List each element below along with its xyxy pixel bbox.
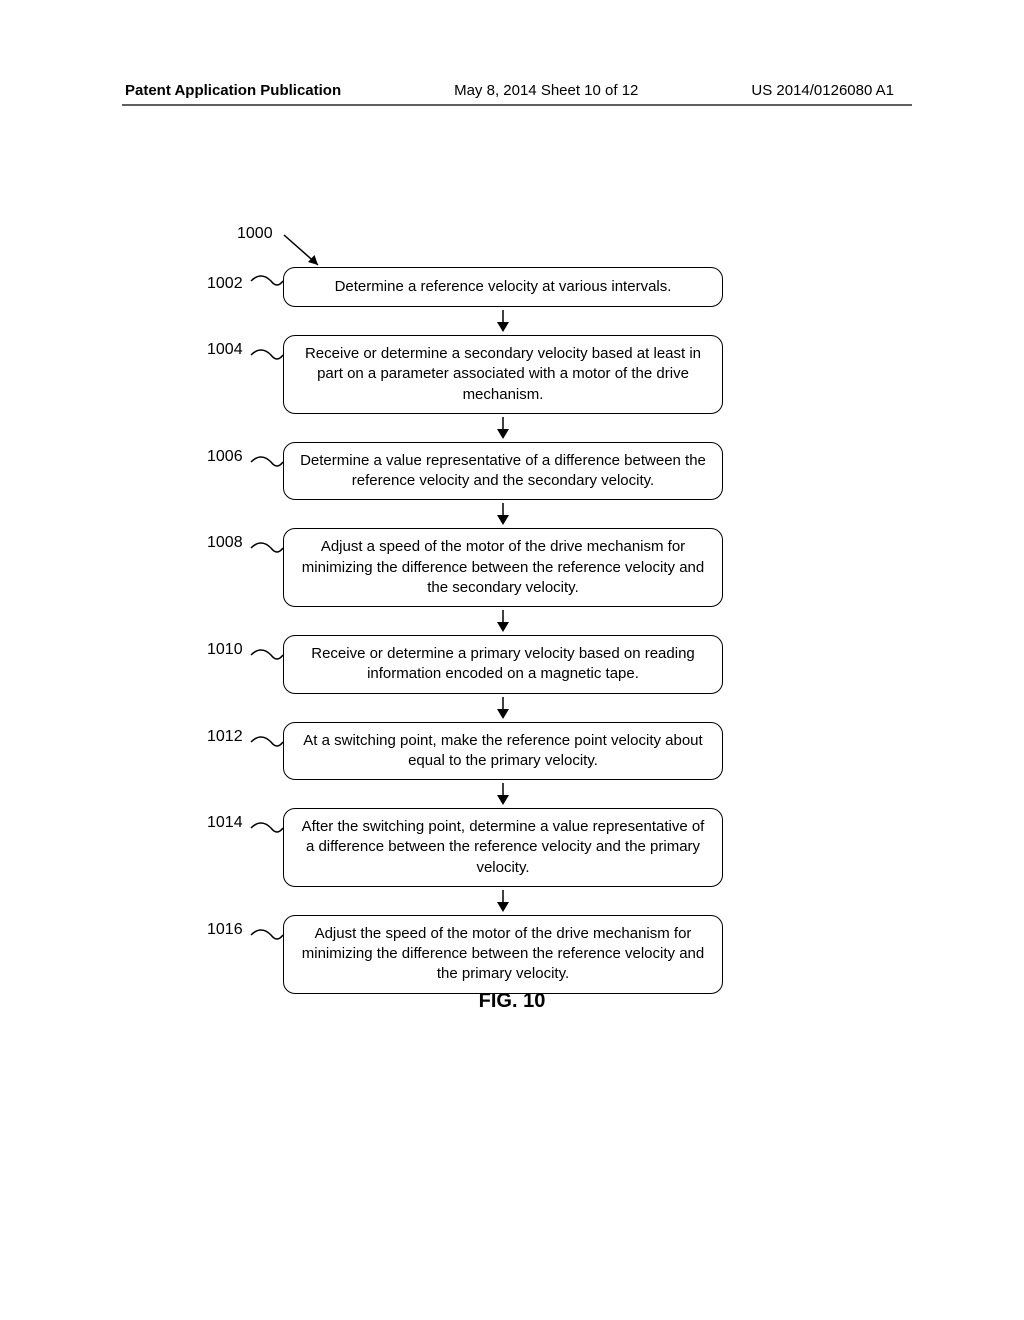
label-connector-icon — [249, 540, 285, 564]
step-label: 1016 — [207, 921, 243, 939]
arrow-down-icon — [283, 887, 723, 915]
step-label: 1010 — [207, 641, 243, 659]
figure-label: FIG. 10 — [0, 990, 1024, 1013]
header-center: May 8, 2014 Sheet 10 of 12 — [341, 82, 751, 99]
flowchart-box: Receive or determine a secondary velocit… — [283, 335, 723, 414]
step-label: 1008 — [207, 534, 243, 552]
arrow-down-icon — [283, 607, 723, 635]
flowchart-step: 1004Receive or determine a secondary vel… — [283, 335, 723, 414]
flowchart-step: 1002Determine a reference velocity at va… — [283, 267, 723, 307]
flowchart-box: Receive or determine a primary velocity … — [283, 635, 723, 694]
header-right: US 2014/0126080 A1 — [751, 82, 894, 99]
arrow-down-icon — [283, 307, 723, 335]
arrow-down-icon — [283, 500, 723, 528]
label-connector-icon — [249, 734, 285, 758]
flowchart-box: Determine a value representative of a di… — [283, 442, 723, 501]
flowchart-step: 1016Adjust the speed of the motor of the… — [283, 915, 723, 994]
label-connector-icon — [249, 347, 285, 371]
step-label: 1004 — [207, 341, 243, 359]
flowchart-step: 1006Determine a value representative of … — [283, 442, 723, 501]
flowchart-steps: 1002Determine a reference velocity at va… — [283, 267, 723, 994]
patent-header: Patent Application Publication May 8, 20… — [0, 82, 1024, 99]
header-left: Patent Application Publication — [125, 82, 341, 99]
arrow-down-icon — [283, 780, 723, 808]
arrow-down-icon — [283, 694, 723, 722]
flowchart-step: 1008Adjust a speed of the motor of the d… — [283, 528, 723, 607]
step-label: 1014 — [207, 814, 243, 832]
step-label: 1002 — [207, 275, 243, 293]
step-label: 1006 — [207, 448, 243, 466]
flowchart-ref-label: 1000 — [237, 225, 273, 243]
flowchart-step: 1014After the switching point, determine… — [283, 808, 723, 887]
flowchart-step: 1012At a switching point, make the refer… — [283, 722, 723, 781]
flowchart-box: After the switching point, determine a v… — [283, 808, 723, 887]
flowchart-step: 1010Receive or determine a primary veloc… — [283, 635, 723, 694]
flowchart-box: At a switching point, make the reference… — [283, 722, 723, 781]
step-label: 1012 — [207, 728, 243, 746]
flowchart-box: Determine a reference velocity at variou… — [283, 267, 723, 307]
flowchart-box: Adjust a speed of the motor of the drive… — [283, 528, 723, 607]
label-connector-icon — [249, 820, 285, 844]
flowchart-box: Adjust the speed of the motor of the dri… — [283, 915, 723, 994]
arrow-down-icon — [283, 414, 723, 442]
label-connector-icon — [249, 454, 285, 478]
label-connector-icon — [249, 927, 285, 951]
label-connector-icon — [249, 273, 285, 297]
header-divider — [122, 104, 912, 106]
label-connector-icon — [249, 647, 285, 671]
